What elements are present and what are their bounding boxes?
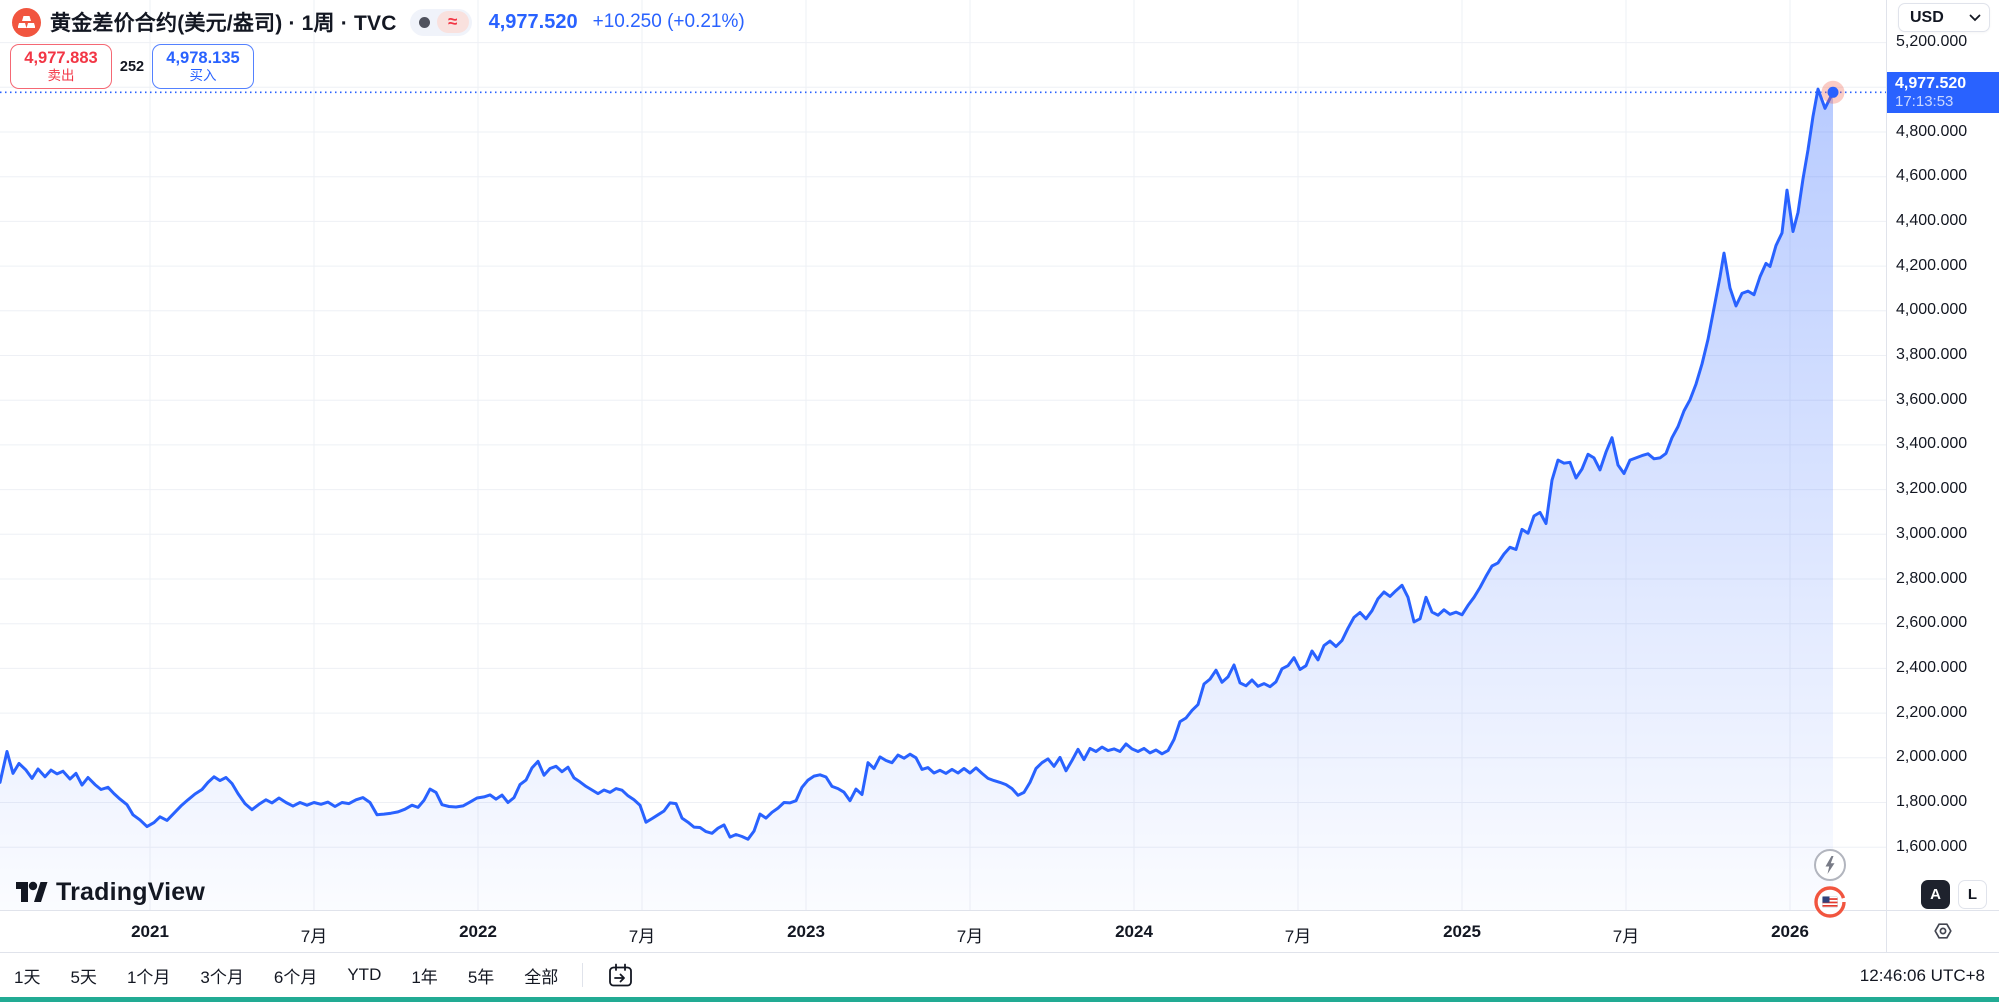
price-chart[interactable] <box>0 0 1886 910</box>
time-axis-label: 7月 <box>300 927 328 946</box>
time-axis[interactable]: 2021 7月 2022 7月 2023 7月 2024 7月 2025 7月 2026 <box>0 910 1886 952</box>
area-fill <box>0 89 1833 910</box>
tradingview-mark-icon <box>16 881 48 902</box>
price-axis[interactable]: 5,200.0005,000.0004,800.0004,600.0004,40… <box>1886 0 1999 910</box>
lightning-icon <box>1814 849 1846 881</box>
price-change: +10.250 (+0.21%) <box>592 11 745 32</box>
range-button-3个月[interactable]: 3个月 <box>200 967 244 987</box>
range-button-5天[interactable]: 5天 <box>70 967 97 987</box>
last-point-dot <box>1827 86 1839 98</box>
time-axis-label: 2021 <box>131 922 169 941</box>
bottom-accent-bar <box>0 997 1999 1002</box>
buy-price: 4,978.135 <box>166 49 240 68</box>
price-axis-label: 4,400.000 <box>1896 211 1968 229</box>
price-axis-label: 3,000.000 <box>1896 524 1968 542</box>
buy-label: 买入 <box>189 68 217 84</box>
time-axis-label: 2025 <box>1443 922 1481 941</box>
price-axis-label: 2,200.000 <box>1896 703 1968 721</box>
sell-price: 4,977.883 <box>24 49 98 68</box>
axis-settings-corner[interactable] <box>1886 910 1999 952</box>
go-to-date-button[interactable] <box>603 958 637 992</box>
price-axis-label: 1,600.000 <box>1896 837 1968 855</box>
price-axis-label: 4,200.000 <box>1896 256 1968 274</box>
range-button-6个月[interactable]: 6个月 <box>273 967 318 987</box>
toolbar-divider <box>582 963 584 987</box>
price-axis-label: 1,800.000 <box>1896 793 1968 810</box>
range-button-1天[interactable]: 1天 <box>14 967 41 987</box>
approx-icon: ≈ <box>436 11 469 33</box>
time-axis-label: 7月 <box>628 927 656 946</box>
gold-bars-icon <box>18 15 35 28</box>
price-axis-label: 2,000.000 <box>1896 748 1968 766</box>
price-axis-label: 3,600.000 <box>1896 390 1968 408</box>
calendar-icon <box>608 963 632 986</box>
price-axis-label: 4,000.000 <box>1896 301 1968 319</box>
scale-mode-buttons: A L <box>1921 880 1987 909</box>
badge-price: 4,977.520 <box>1895 75 1967 93</box>
symbol-title[interactable]: 黄金差价合约(美元/盎司) · 1周 · TVC <box>50 12 397 35</box>
time-axis-label: 2026 <box>1771 922 1809 941</box>
time-axis-label: 2023 <box>787 922 825 941</box>
spread-value: 252 <box>119 58 145 75</box>
price-axis-label: 2,600.000 <box>1896 614 1968 632</box>
time-axis-label: 7月 <box>1612 927 1640 946</box>
log-scale-button[interactable]: L <box>1958 880 1987 909</box>
time-axis-label: 2024 <box>1115 922 1153 941</box>
price-axis-label: 3,400.000 <box>1896 435 1968 453</box>
data-mode-toggle[interactable]: ≈ <box>409 8 472 36</box>
range-button-1个月[interactable]: 1个月 <box>126 967 171 987</box>
sell-label: 卖出 <box>47 68 75 84</box>
time-axis-label: 2022 <box>459 922 497 941</box>
chevron-down-icon <box>1969 14 1981 21</box>
sell-button[interactable]: 4,977.883 卖出 <box>10 44 112 89</box>
session-clock[interactable]: 12:46:06 UTC+8 <box>1859 965 1985 985</box>
tradingview-wordmark: TradingView <box>56 877 206 906</box>
range-button-YTD[interactable]: YTD <box>347 965 382 984</box>
last-price: 4,977.520 <box>488 10 578 33</box>
auto-scale-button[interactable]: A <box>1921 880 1950 909</box>
gold-symbol-icon[interactable] <box>12 7 41 37</box>
bottom-toolbar: 1天 5天 1个月 3个月 6个月 YTD 1年 5年 全部 12:46:06 UTC+8 <box>0 952 1999 997</box>
instant-order-button[interactable] <box>1813 848 1847 887</box>
price-axis-label: 4,600.000 <box>1896 167 1968 185</box>
currency-value: USD <box>1910 8 1944 26</box>
price-axis-label: 3,200.000 <box>1896 480 1968 498</box>
buy-button[interactable]: 4,978.135 买入 <box>152 44 254 89</box>
price-axis-label: 5,200.000 <box>1896 33 1968 51</box>
time-axis-label: 7月 <box>956 927 984 946</box>
order-panel: 4,977.883 卖出 252 4,978.135 买入 <box>10 44 254 89</box>
tradingview-logo[interactable]: TradingView <box>14 876 205 908</box>
chart-area[interactable]: 黄金差价合约(美元/盎司) · 1周 · TVC ≈ 4,977.520 +10… <box>0 0 1886 918</box>
last-price-badge: 4,977.520 17:13:53 <box>1887 72 1999 114</box>
range-button-1年[interactable]: 1年 <box>411 967 438 987</box>
market-status-flag-button[interactable] <box>1813 885 1847 924</box>
price-axis-label: 2,800.000 <box>1896 569 1968 587</box>
gear-icon <box>1934 922 1952 939</box>
price-axis-label: 2,400.000 <box>1896 658 1968 676</box>
us-flag-refresh-icon <box>1814 886 1846 918</box>
range-button-全部[interactable]: 全部 <box>524 967 559 987</box>
symbol-header: 黄金差价合约(美元/盎司) · 1周 · TVC ≈ 4,977.520 +10… <box>12 7 745 37</box>
date-range-list: 1天 5天 1个月 3个月 6个月 YTD 1年 5年 全部 <box>0 963 558 988</box>
price-axis-label: 4,800.000 <box>1896 122 1968 140</box>
price-line <box>0 87 1835 841</box>
dot-icon <box>418 16 430 28</box>
time-axis-label: 7月 <box>1284 927 1312 946</box>
range-button-5年[interactable]: 5年 <box>467 967 495 987</box>
badge-countdown: 17:13:53 <box>1895 93 1954 111</box>
currency-dropdown[interactable]: USD <box>1898 3 1990 32</box>
price-axis-label: 3,800.000 <box>1896 346 1968 363</box>
